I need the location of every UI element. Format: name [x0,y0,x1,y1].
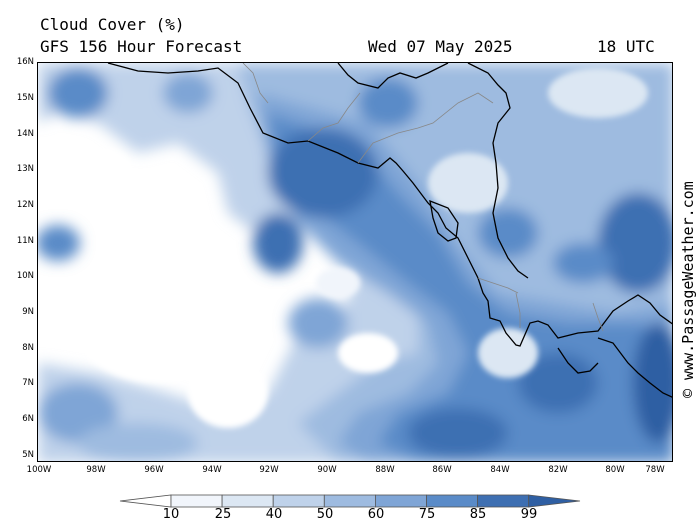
watermark-text: © www.PassageWeather.com [679,181,697,398]
legend-label-60: 60 [367,507,385,522]
legend-cell [477,494,530,508]
lat-label-12n: 12N [16,200,34,210]
lon-label-100w: 100W [26,465,52,475]
lat-label-7n: 7N [22,378,34,388]
lon-label-78w: 78W [645,465,665,475]
map-title: Cloud Cover (%) [40,15,185,34]
lat-label-8n: 8N [22,343,34,353]
legend-label-10: 10 [162,507,180,522]
legend-cell [170,494,223,508]
legend-cell [426,494,478,508]
lat-label-14n: 14N [16,129,34,139]
lon-label-84w: 84W [490,465,510,475]
lon-label-88w: 88W [375,465,395,475]
lon-label-96w: 96W [144,465,164,475]
legend-cell [272,494,325,508]
lat-label-15n: 15N [16,93,34,103]
legend-label-25: 25 [214,507,232,522]
legend-cell-over [528,494,581,508]
lat-label-6n: 6N [22,414,34,424]
legend-cell [221,494,274,508]
lat-label-9n: 9N [22,307,34,317]
lon-label-86w: 86W [432,465,452,475]
cloud-cover-map [38,63,672,461]
legend-label-99: 99 [520,507,538,522]
lat-label-5n: 5N [22,450,34,460]
lon-label-80w: 80W [605,465,625,475]
forecast-date: Wed 07 May 2025 [368,37,513,56]
watermark: © www.PassageWeather.com [679,181,697,398]
lat-label-16n: 16N [16,57,34,67]
lon-label-92w: 92W [259,465,279,475]
legend-label-85: 85 [469,507,487,522]
forecast-time: 18 UTC [597,37,655,56]
lon-label-90w: 90W [317,465,337,475]
clear-patches [63,68,648,428]
map-area [37,62,673,462]
legend-cell [323,494,376,508]
legend-label-75: 75 [418,507,436,522]
lon-label-82w: 82W [548,465,568,475]
legend-label-50: 50 [316,507,334,522]
country-borders [242,63,604,332]
lat-label-10n: 10N [16,271,34,281]
lon-label-98w: 98W [86,465,106,475]
legend-label-40: 40 [265,507,283,522]
forecast-subtitle: GFS 156 Hour Forecast [40,37,243,56]
legend-cell [374,494,427,508]
lon-label-94w: 94W [202,465,222,475]
coastline [107,63,672,398]
lat-label-13n: 13N [16,164,34,174]
lat-label-11n: 11N [16,236,34,246]
legend-cell-under [119,494,172,508]
